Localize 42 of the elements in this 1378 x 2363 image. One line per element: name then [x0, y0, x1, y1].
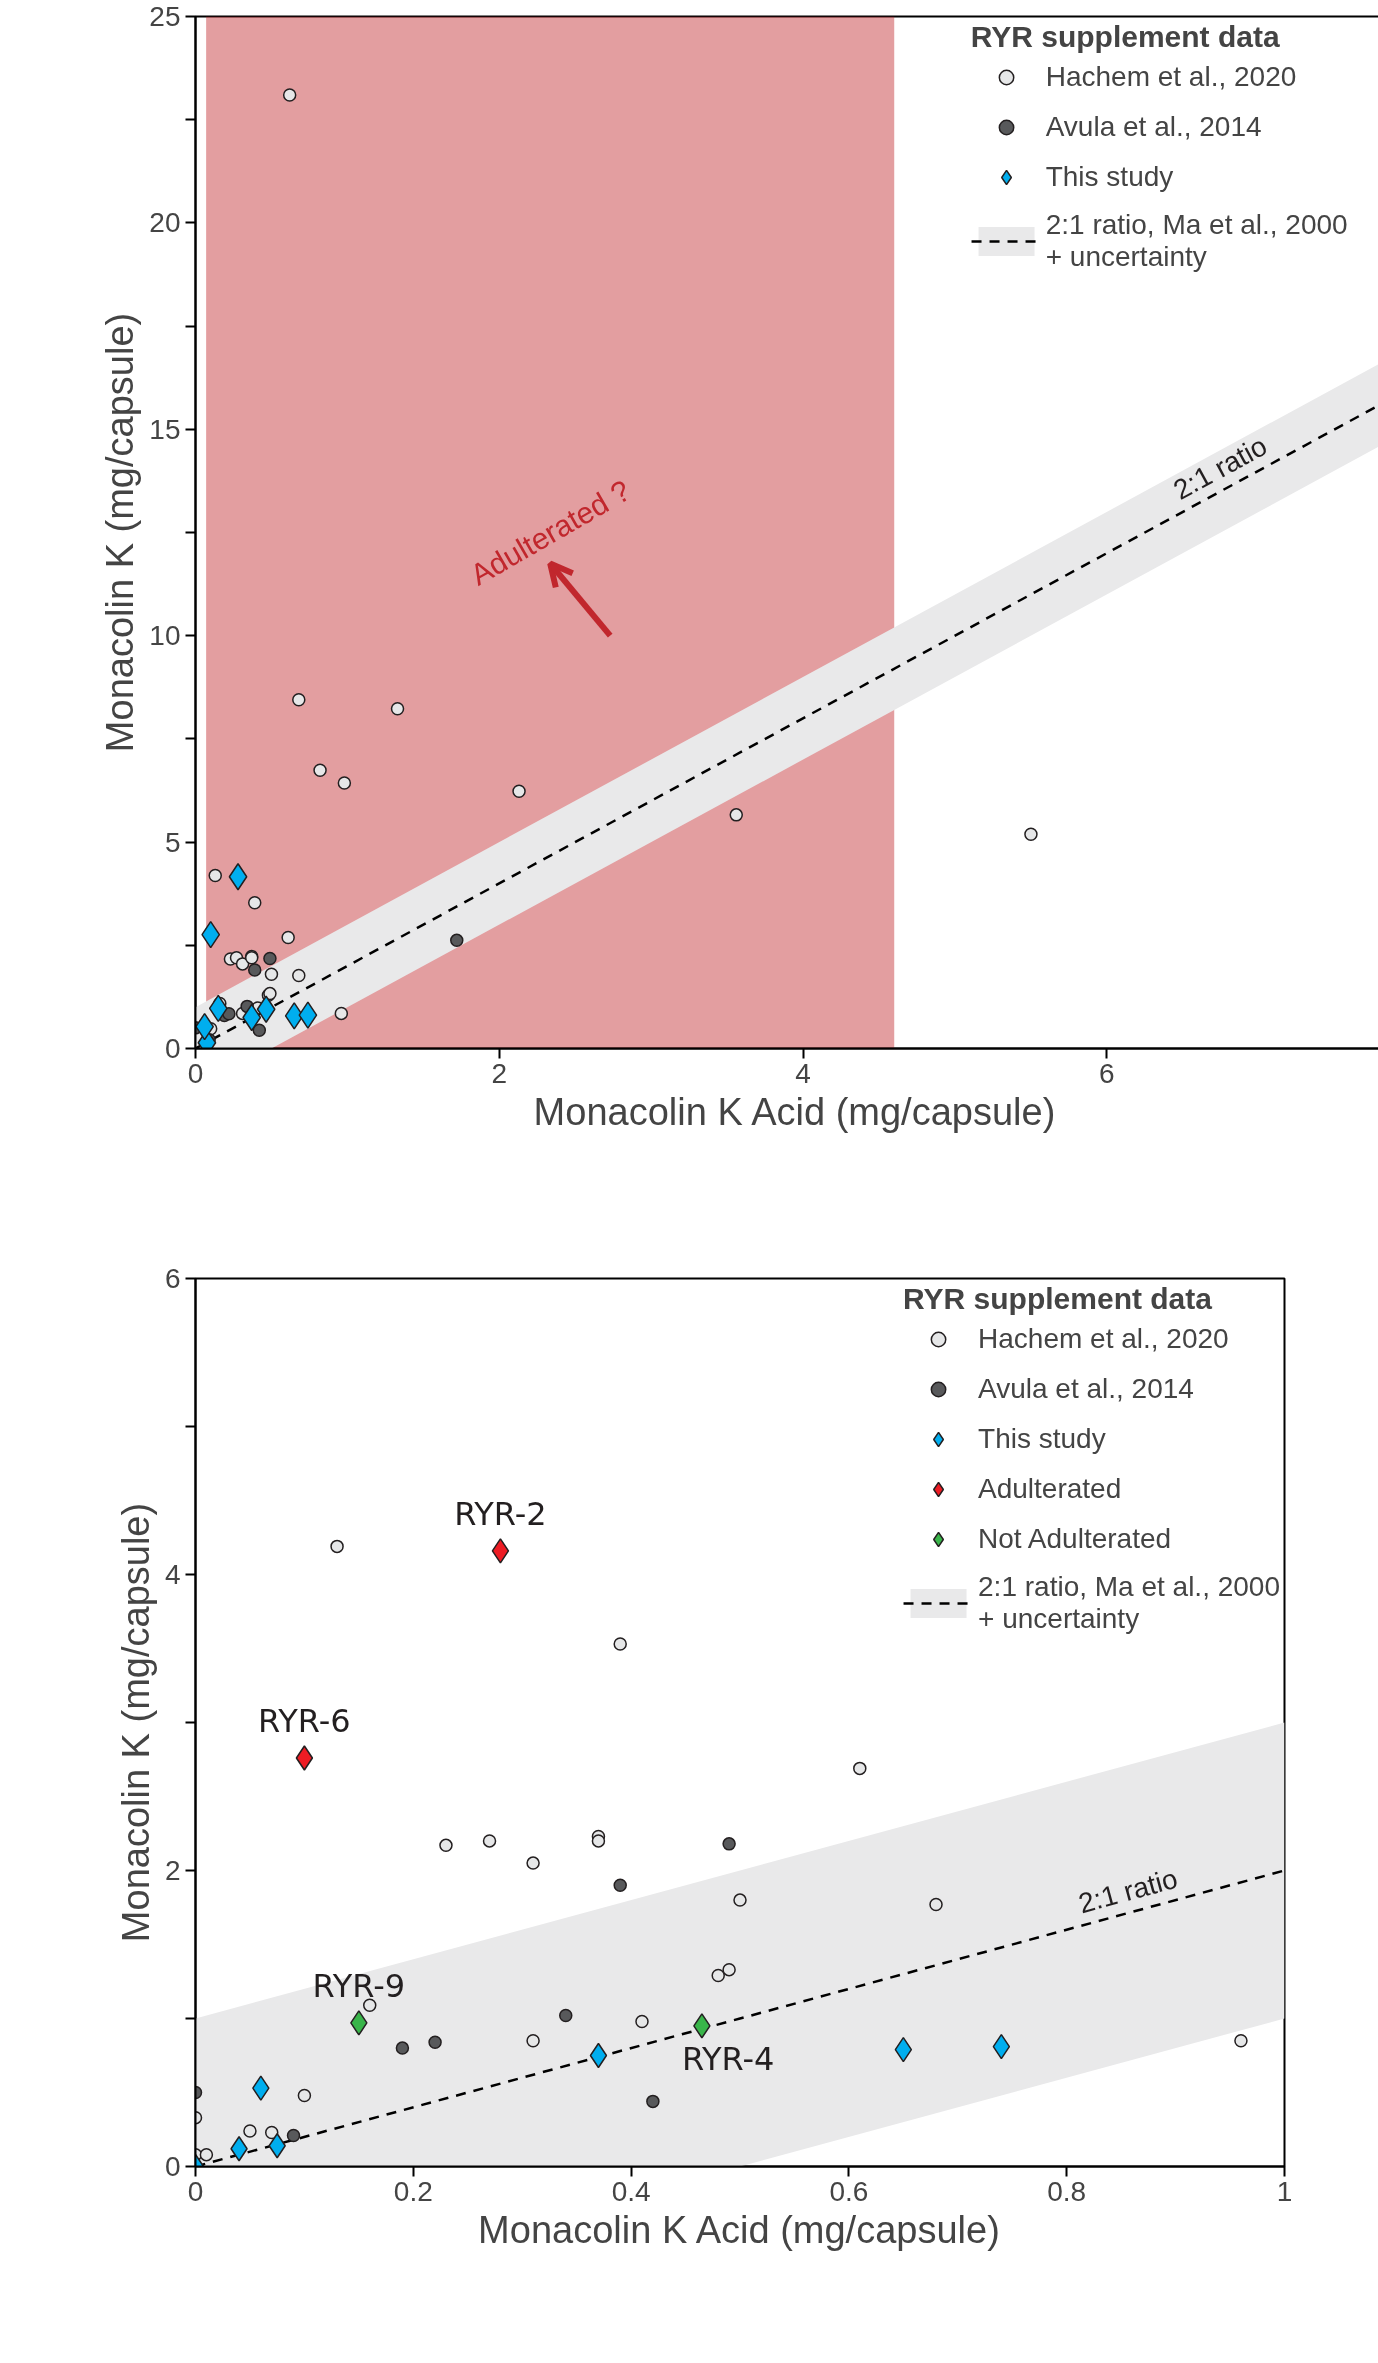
y-tick-label: 25 — [149, 1, 181, 32]
legend-label: Hachem et al., 2020 — [978, 1323, 1229, 1355]
y-tick-label: 10 — [149, 620, 181, 652]
x-tick-label: 1 — [1276, 2175, 1293, 2207]
y-axis-title: Monacolin K (mg/capsule) — [99, 312, 142, 753]
annotation: RYR-6 — [258, 1702, 351, 1741]
y-tick-label: 20 — [149, 207, 181, 239]
x-tick-label: 0 — [187, 2175, 204, 2207]
legend-label: This study — [1045, 161, 1174, 193]
legend-title: RYR supplement data — [903, 1282, 1213, 1316]
annotation: RYR-2 — [454, 1494, 547, 1533]
x-tick-label: 0.2 — [393, 2175, 433, 2207]
annotation: 2:1 ratio — [1168, 430, 1272, 506]
x-tick-label: 0 — [187, 1057, 204, 1089]
x-tick-label: 0.8 — [1047, 2175, 1087, 2207]
legend-label: Adulterated — [978, 1473, 1122, 1505]
x-tick-label: 2 — [491, 1057, 508, 1089]
legend-label: Avula et al., 2014 — [1045, 111, 1262, 143]
annotation: RYR-9 — [312, 1966, 406, 2005]
legend-title: RYR supplement data — [970, 20, 1281, 54]
legend-label: This study — [978, 1423, 1106, 1455]
x-tick-label: 6 — [1099, 1057, 1115, 1089]
y-tick-label: 0 — [164, 1033, 181, 1064]
annotation: 2:1 ratio — [1075, 1862, 1181, 1920]
x-axis-title: Monacolin K Acid (mg/capsule) — [533, 1090, 1056, 1133]
annotation: RYR-4 — [681, 2039, 775, 2078]
y-tick-label: 15 — [149, 413, 181, 445]
y-tick-label: 2 — [164, 1855, 181, 1886]
legend-label: Hachem et al., 2020 — [1045, 61, 1297, 93]
legend-label: 2:1 ratio, Ma et al., 2000 + uncertainty — [978, 1571, 1280, 1635]
x-tick-label: 0.6 — [829, 2175, 869, 2207]
legend-label: Not Adulterated — [978, 1523, 1172, 1555]
y-tick-label: 0 — [164, 2151, 181, 2182]
legend-label: Avula et al., 2014 — [978, 1373, 1194, 1405]
y-tick-label: 5 — [164, 826, 181, 858]
x-tick-label: 0.4 — [611, 2175, 651, 2207]
y-tick-label: 4 — [164, 1559, 181, 1590]
y-axis-title: Monacolin K (mg/capsule) — [114, 1502, 157, 1943]
y-tick-label: 6 — [164, 1263, 181, 1294]
x-axis-title: Monacolin K Acid (mg/capsule) — [478, 2208, 1000, 2251]
legend-label: 2:1 ratio, Ma et al., 2000 + uncertainty — [1045, 209, 1348, 273]
x-tick-label: 4 — [795, 1057, 811, 1089]
